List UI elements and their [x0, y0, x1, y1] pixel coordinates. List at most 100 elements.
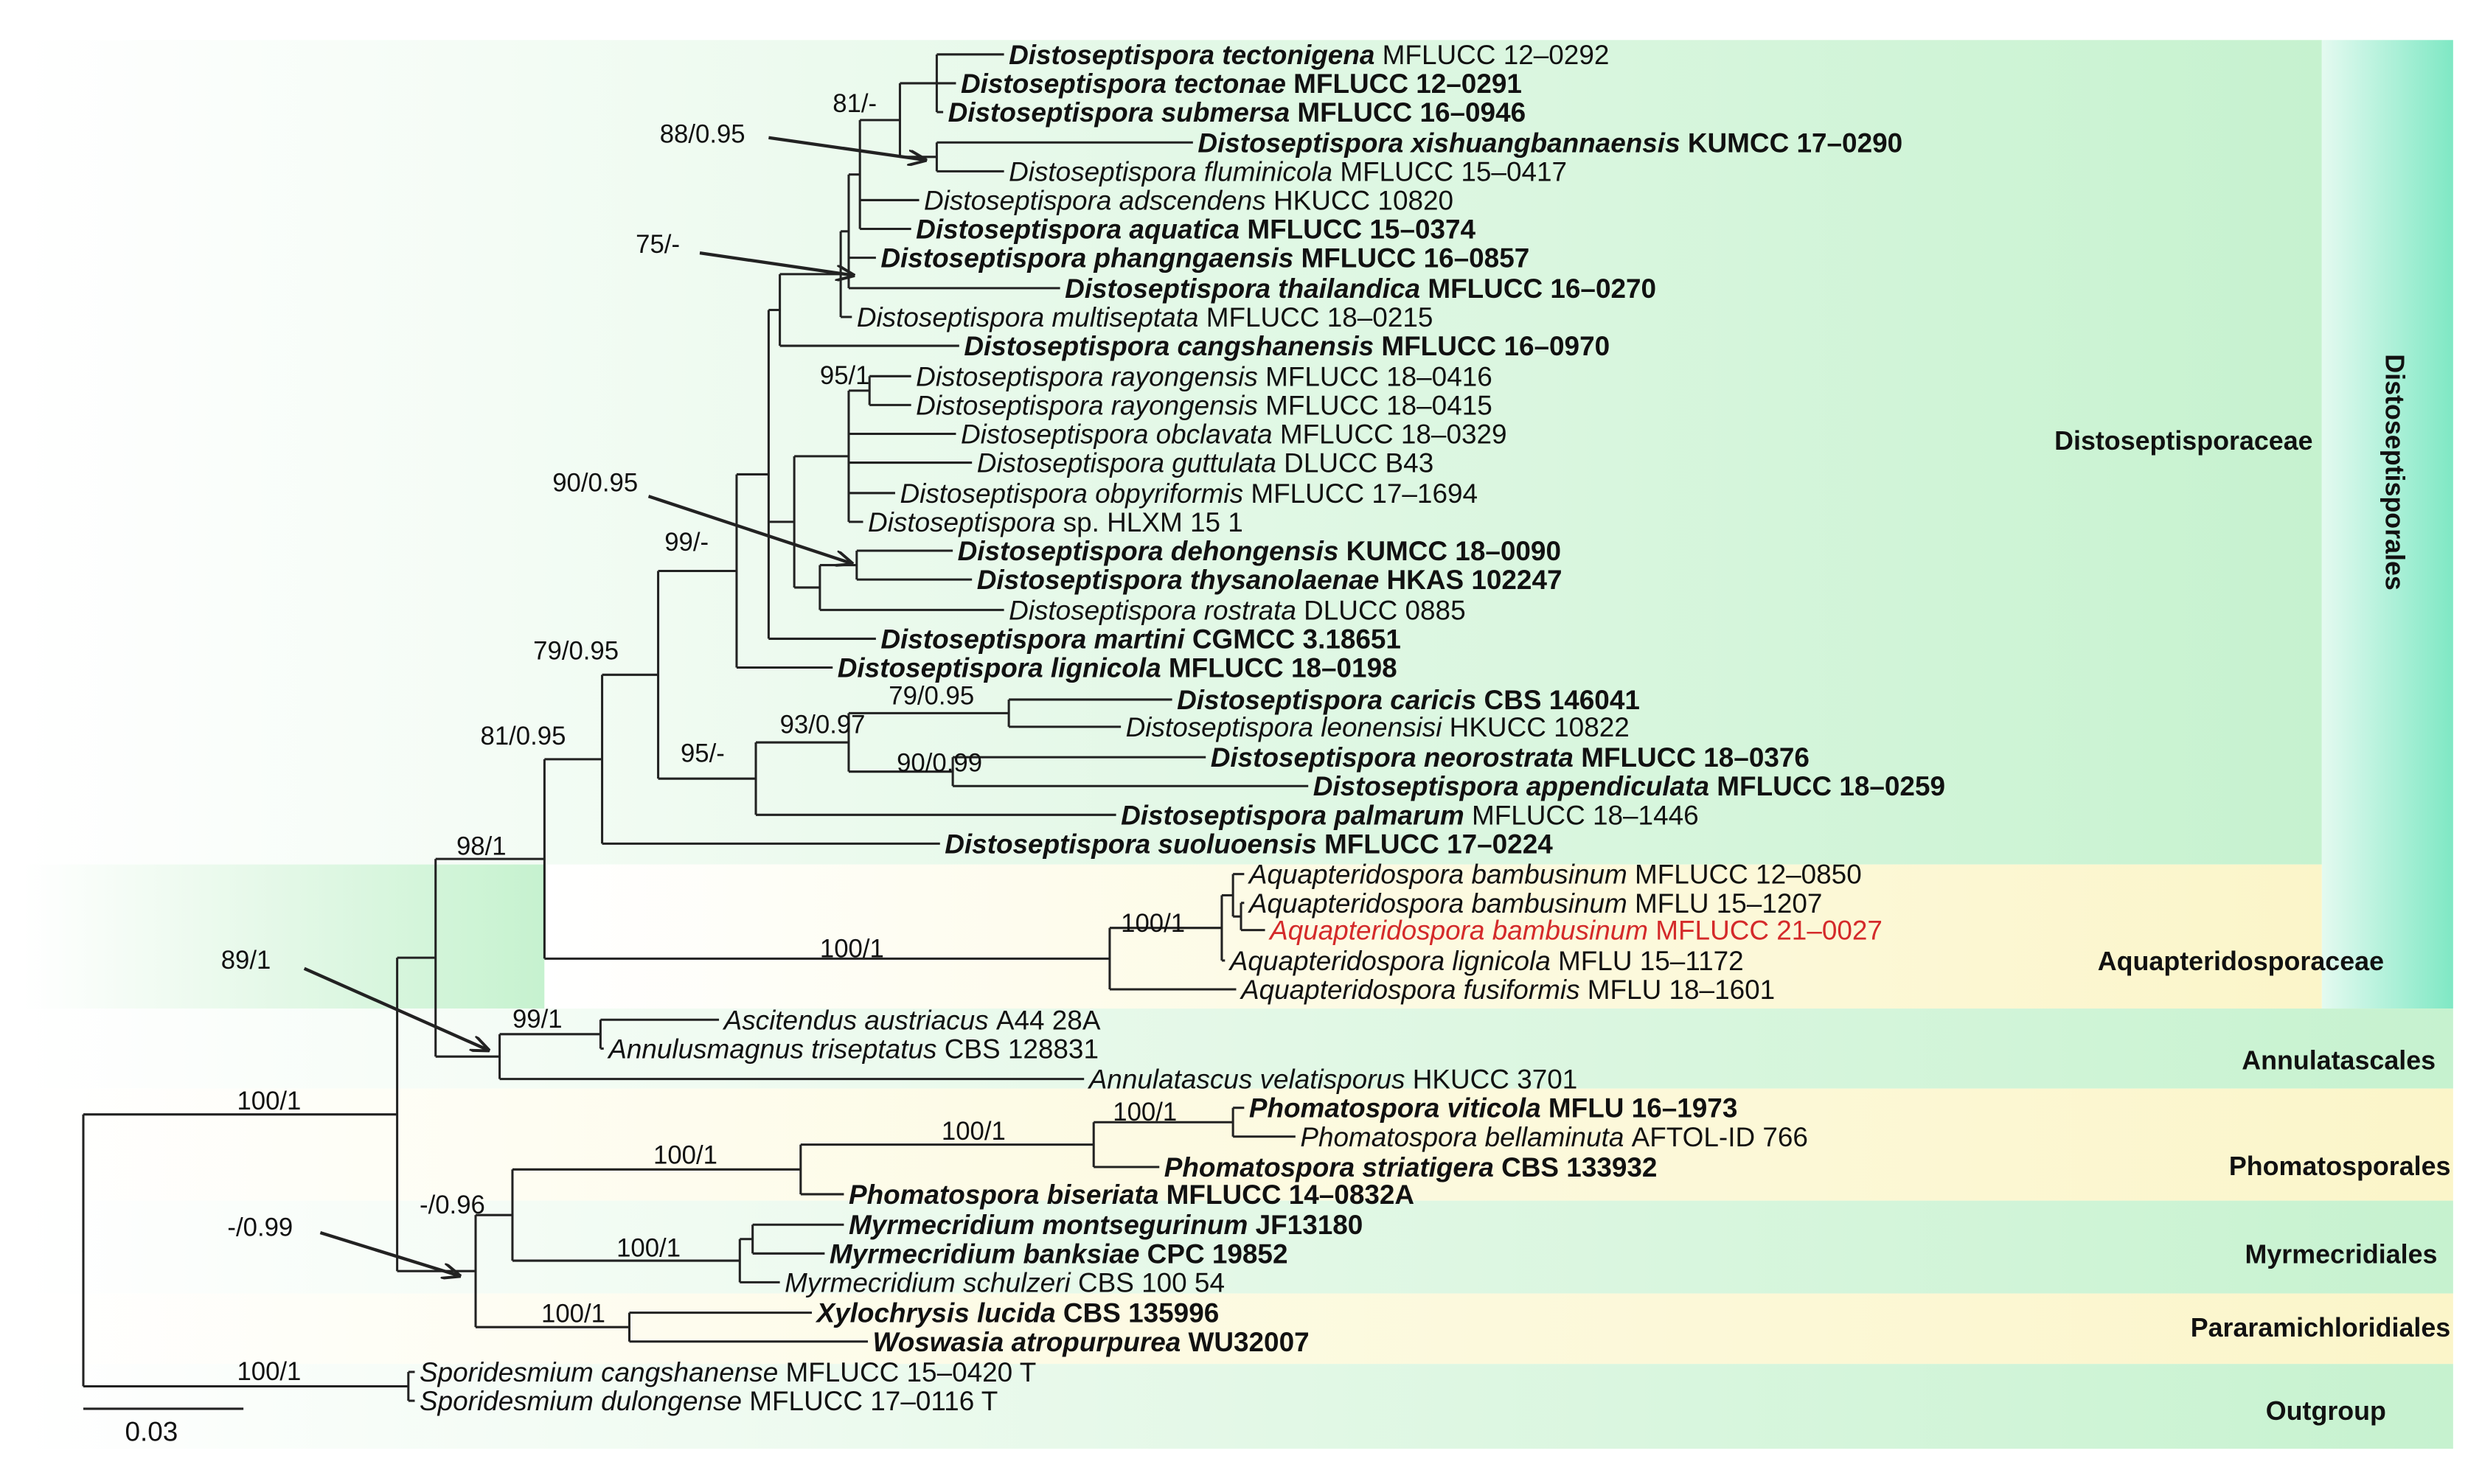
support-value: 100/1 [820, 936, 884, 964]
strain: DLUCC B43 [1284, 448, 1433, 478]
taxon-label: Distoseptispora thailandica MFLUCC 16–02… [1065, 274, 1656, 304]
strain: MFLUCC 16–0970 [1381, 331, 1610, 361]
strain: MFLUCC 21–0027 [1655, 916, 1883, 946]
space [1056, 1298, 1063, 1328]
support-value: 95/1 [820, 362, 870, 390]
strain: CBS 135996 [1063, 1298, 1219, 1328]
support-value: 98/1 [456, 833, 507, 861]
space [1405, 1065, 1412, 1095]
taxon-label: Phomatospora biseriata MFLUCC 14–0832A [849, 1180, 1414, 1210]
space [1055, 507, 1063, 537]
taxon-name: Aquapteridospora lignicola [1228, 946, 1551, 976]
taxon-label: Distoseptispora obpyriformis MFLUCC 17–1… [900, 478, 1478, 509]
support-value: 100/1 [1121, 910, 1185, 938]
taxon-name: Distoseptispora neorostrata [1211, 742, 1574, 773]
taxon-name: Distoseptispora rayongensis [916, 390, 1258, 420]
taxon-name: Distoseptispora adscendens [924, 185, 1266, 215]
strain: MFLUCC 16–0946 [1297, 97, 1526, 128]
support-value: 79/0.95 [889, 682, 974, 710]
space [1648, 916, 1655, 946]
space [1574, 742, 1581, 773]
space [989, 1005, 996, 1035]
space [1338, 536, 1346, 566]
taxon-name: Aquapteridospora fusiformis [1240, 975, 1580, 1005]
taxon-label: Aquapteridospora bambusinum MFLU 15–1207 [1248, 888, 1823, 919]
space [1379, 565, 1386, 595]
taxon-name: Phomatospora biseriata [849, 1180, 1158, 1210]
taxon-label: Distoseptispora thysanolaenae HKAS 10224… [977, 565, 1562, 595]
taxon-label: Distoseptispora xishuangbannaensis KUMCC… [1197, 128, 1902, 158]
clade-label: Distoseptisporaceae [2054, 426, 2312, 456]
support-value: 100/1 [237, 1358, 301, 1386]
taxon-name: Distoseptispora phangngaensis [880, 243, 1293, 274]
taxon-label: Phomatospora viticola MFLU 16–1973 [1249, 1093, 1738, 1124]
branches [82, 53, 1309, 1402]
background [24, 40, 2453, 1449]
strain: MFLUCC 15–0374 [1247, 215, 1475, 245]
support-value: 88/0.95 [660, 120, 745, 148]
taxon-label: Phomatospora striatigera CBS 133932 [1164, 1152, 1658, 1182]
taxon-label: Distoseptispora submersa MFLUCC 16–0946 [948, 97, 1526, 128]
taxon-label: Aquapteridospora bambusinum MFLUCC 21–00… [1268, 916, 1883, 946]
strain: CBS 146041 [1484, 685, 1640, 715]
space [1494, 1152, 1501, 1182]
taxon-label: Distoseptispora phangngaensis MFLUCC 16–… [880, 243, 1529, 274]
strain: MFLU 18–1601 [1588, 975, 1775, 1005]
strain: MFLUCC 12–0850 [1635, 860, 1862, 890]
strain: KUMCC 18–0090 [1346, 536, 1561, 566]
taxon-name: Distoseptispora obpyriformis [900, 478, 1243, 509]
taxon-label: Ascitendus austriacus A44 28A [723, 1005, 1101, 1035]
space [1580, 975, 1588, 1005]
taxon-label: Distoseptispora rayongensis MFLUCC 18–04… [916, 390, 1492, 420]
taxon-name: Myrmecridium schulzeri [785, 1267, 1071, 1297]
space [778, 1357, 785, 1387]
strain: MFLUCC 12–0292 [1383, 40, 1610, 70]
taxon-name: Distoseptispora tectonigena [1009, 40, 1374, 70]
taxon-label: Annulusmagnus triseptatus CBS 128831 [607, 1034, 1099, 1064]
taxon-name: Aquapteridospora bambusinum [1248, 860, 1627, 890]
space [1420, 274, 1428, 304]
support-value: 79/0.95 [533, 638, 619, 666]
taxon-label: Woswasia atropurpurea WU32007 [873, 1327, 1310, 1357]
taxon-name: Distoseptispora tectonae [961, 69, 1286, 99]
space [1198, 302, 1206, 332]
support-value: 100/1 [541, 1300, 605, 1328]
strain: MFLUCC 16–0857 [1301, 243, 1530, 274]
clade-label: Pararamichloridiales [2191, 1313, 2451, 1342]
strain: CBS 100 54 [1078, 1267, 1225, 1297]
taxon-name: Distoseptispora fluminicola [1009, 156, 1332, 187]
taxon-label: Distoseptispora lignicola MFLUCC 18–0198 [838, 653, 1397, 683]
clade-label: Aquapteridosporaceae [2098, 947, 2384, 976]
space [742, 1386, 749, 1416]
taxon-name: Annulatascus velatisporus [1088, 1065, 1405, 1095]
space [1273, 419, 1280, 450]
strain: MFLU 16–1973 [1548, 1093, 1737, 1124]
strain: CBS 133932 [1501, 1152, 1657, 1182]
taxon-name: Distoseptispora obclavata [961, 419, 1273, 450]
taxon-name: Sporidesmium dulongense [420, 1386, 742, 1416]
taxon-name: Phomatospora bellaminuta [1300, 1122, 1624, 1152]
taxon-label: Aquapteridospora bambusinum MFLUCC 12–08… [1248, 860, 1862, 890]
support-value: 89/1 [221, 947, 271, 975]
taxon-label: Distoseptispora caricis CBS 146041 [1177, 685, 1640, 715]
strain: HKUCC 10822 [1450, 712, 1630, 742]
taxon-label: Distoseptispora fluminicola MFLUCC 15–04… [1009, 156, 1567, 187]
taxon-name: Distoseptispora thysanolaenae [977, 565, 1380, 595]
strain: MFLUCC 15–0420 T [785, 1357, 1036, 1387]
taxon-label: Distoseptispora martini CGMCC 3.18651 [880, 624, 1401, 654]
taxon-label: Distoseptispora adscendens HKUCC 10820 [924, 185, 1453, 215]
support-value: 90/0.99 [897, 750, 982, 778]
support-value: 100/1 [1113, 1098, 1177, 1126]
taxon-label: Annulatascus velatisporus HKUCC 3701 [1088, 1065, 1578, 1095]
taxon-name: Distoseptispora cangshanensis [964, 331, 1374, 361]
taxon-name: Xylochrysis lucida [816, 1298, 1056, 1328]
taxon-label: Distoseptispora obclavata MFLUCC 18–0329 [961, 419, 1507, 450]
taxon-label: Distoseptispora cangshanensis MFLUCC 16–… [964, 331, 1610, 361]
space [936, 1034, 944, 1064]
taxon-label: Phomatospora bellaminuta AFTOL-ID 766 [1300, 1122, 1808, 1152]
taxon-name: Distoseptispora lignicola [838, 653, 1161, 683]
space [1240, 215, 1247, 245]
strain: MFLUCC 18–0329 [1280, 419, 1507, 450]
space [1276, 448, 1284, 478]
